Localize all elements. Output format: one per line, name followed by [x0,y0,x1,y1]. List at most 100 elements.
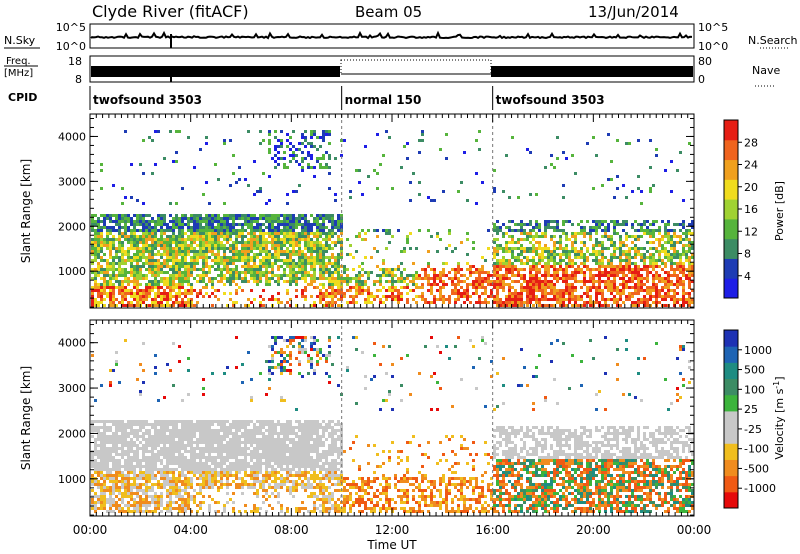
heatmap-cell [391,277,394,280]
heatmap-cell [595,238,598,241]
heatmap-cell [151,268,154,271]
heatmap-cell [172,480,175,483]
heatmap-cell [511,247,514,250]
heatmap-cell [592,136,595,139]
heatmap-cell [268,133,271,136]
heatmap-cell [127,483,130,486]
heatmap-cell [310,283,313,286]
heatmap-cell [256,220,259,223]
heatmap-cell [154,244,157,247]
heatmap-cell [517,271,520,274]
heatmap-cell [640,298,643,301]
heatmap-cell [295,250,298,253]
heatmap-cell [508,304,511,307]
heatmap-cell [463,295,466,298]
heatmap-cell [106,295,109,298]
heatmap-cell [613,253,616,256]
heatmap-cell [94,471,97,474]
heatmap-cell [565,292,568,295]
heatmap-cell [124,304,127,307]
heatmap-cell [94,483,97,486]
heatmap-cell [118,301,121,304]
heatmap-cell [247,130,250,133]
heatmap-cell [625,196,628,199]
heatmap-cell [538,247,541,250]
heatmap-cell [166,229,169,232]
heatmap-cell [160,262,163,265]
heatmap-cell [289,232,292,235]
heatmap-cell [505,283,508,286]
heatmap-cell [241,232,244,235]
heatmap-cell [553,256,556,259]
heatmap-cell [271,268,274,271]
heatmap-cell [217,262,220,265]
heatmap-cell [268,220,271,223]
heatmap-cell [130,456,133,459]
heatmap-cell [91,244,94,247]
heatmap-cell [112,298,115,301]
heatmap-cell [259,232,262,235]
heatmap-cell [148,474,151,477]
heatmap-cell [637,247,640,250]
heatmap-cell [529,220,532,223]
heatmap-cell [649,295,652,298]
heatmap-cell [589,232,592,235]
heatmap-cell [676,262,679,265]
heatmap-cell [478,271,481,274]
heatmap-cell [340,250,343,253]
heatmap-cell [298,268,301,271]
heatmap-cell [298,262,301,265]
heatmap-cell [655,154,658,157]
heatmap-cell [544,298,547,301]
heatmap-cell [544,292,547,295]
heatmap-cell [658,292,661,295]
heatmap-cell [334,259,337,262]
heatmap-cell [151,139,154,142]
heatmap-cell [688,232,691,235]
heatmap-cell [646,256,649,259]
heatmap-cell [235,241,238,244]
heatmap-cell [646,301,649,304]
heatmap-cell [280,274,283,277]
heatmap-cell [361,292,364,295]
heatmap-cell [220,274,223,277]
heatmap-cell [157,244,160,247]
heatmap-cell [232,220,235,223]
heatmap-cell [391,271,394,274]
heatmap-cell [628,295,631,298]
heatmap-cell [601,229,604,232]
colorbar-tick-label: 8 [744,248,751,261]
heatmap-cell [364,271,367,274]
heatmap-cell [313,286,316,289]
heatmap-cell [118,256,121,259]
heatmap-cell [157,259,160,262]
heatmap-cell [571,292,574,295]
heatmap-cell [223,235,226,238]
heatmap-cell [382,271,385,274]
heatmap-cell [226,265,229,268]
heatmap-cell [268,277,271,280]
heatmap-cell [163,304,166,307]
heatmap-cell [109,369,112,372]
heatmap-cell [466,232,469,235]
heatmap-cell [247,220,250,223]
heatmap-cell [208,271,211,274]
heatmap-cell [532,289,535,292]
heatmap-cell [526,304,529,307]
heatmap-cell [628,262,631,265]
heatmap-cell [175,295,178,298]
heatmap-cell [484,271,487,274]
heatmap-cell [109,420,112,423]
heatmap-cell [340,256,343,259]
heatmap-cell [346,280,349,283]
heatmap-cell [244,274,247,277]
heatmap-cell [517,259,520,262]
heatmap-cell [418,277,421,280]
heatmap-cell [301,289,304,292]
heatmap-cell [175,429,178,432]
heatmap-cell [166,441,169,444]
heatmap-cell [667,250,670,253]
heatmap-cell [94,289,97,292]
heatmap-cell [232,268,235,271]
heatmap-cell [301,268,304,271]
